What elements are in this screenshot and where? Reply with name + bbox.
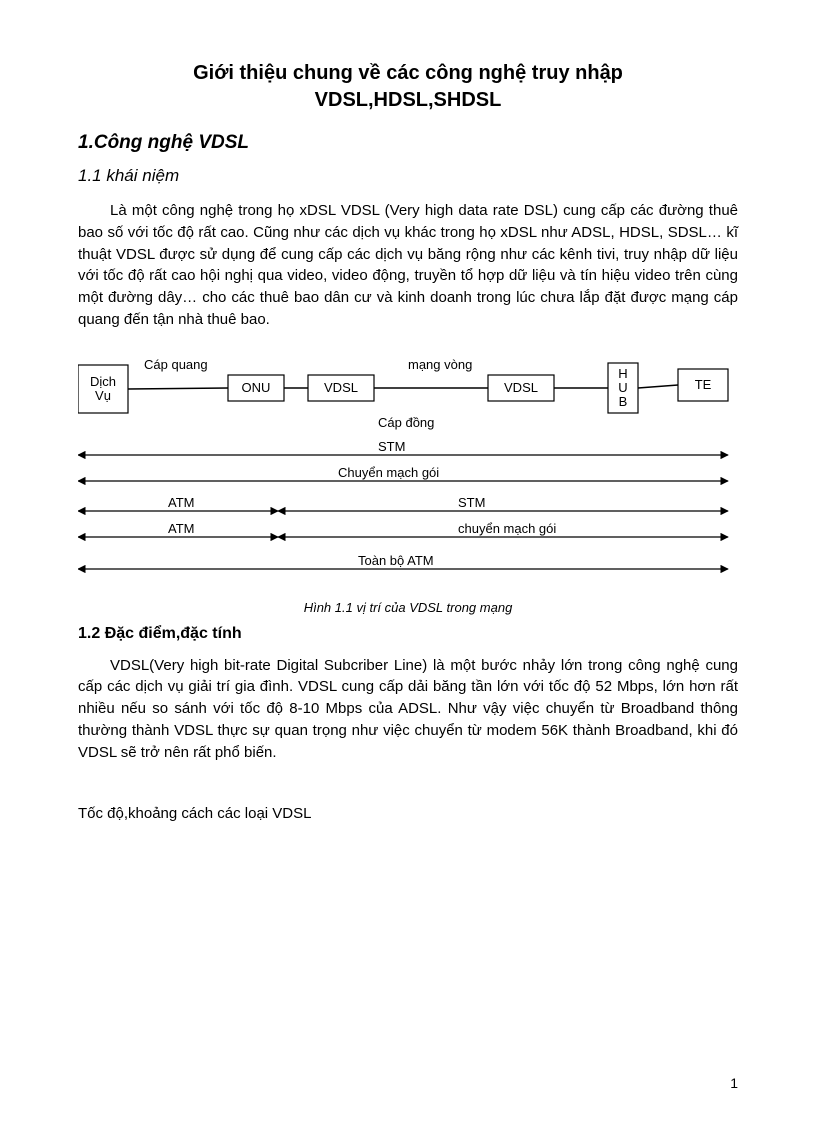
- svg-text:ONU: ONU: [242, 380, 271, 395]
- svg-text:U: U: [618, 380, 627, 395]
- svg-text:mạng vòng: mạng vòng: [408, 357, 472, 372]
- paragraph-3: Tốc độ,khoảng cách các loại VDSL: [78, 803, 738, 825]
- svg-text:B: B: [619, 394, 628, 409]
- title-line-1: Giới thiệu chung về các công nghệ truy n…: [193, 62, 623, 84]
- vdsl-network-diagram: DịchVụ ONU VDSL VDSL HUB TE Cáp quang mạng vòng…: [78, 355, 738, 592]
- svg-text:STM: STM: [378, 439, 405, 454]
- svg-text:Cáp quang: Cáp quang: [144, 357, 208, 372]
- svg-text:Dịch: Dịch: [90, 374, 116, 389]
- paragraph-1: Là một công nghệ trong họ xDSL VDSL (Ver…: [78, 200, 738, 331]
- section-1-2-heading: 1.2 Đặc điểm,đặc tính: [78, 625, 738, 643]
- svg-text:Toàn bộ ATM: Toàn bộ ATM: [358, 553, 434, 568]
- document-title: Giới thiệu chung về các công nghệ truy n…: [78, 60, 738, 114]
- page-number: 1: [730, 1075, 738, 1091]
- svg-text:Cáp đồng: Cáp đồng: [378, 415, 434, 430]
- svg-text:TE: TE: [695, 377, 712, 392]
- title-line-2: VDSL,HDSL,SHDSL: [315, 89, 502, 111]
- svg-text:Chuyển mạch gói: Chuyển mạch gói: [338, 465, 439, 480]
- figure-caption: Hình 1.1 vị trí của VDSL trong mạng: [78, 600, 738, 615]
- svg-text:ATM: ATM: [168, 495, 194, 510]
- svg-text:Vụ: Vụ: [95, 388, 111, 403]
- svg-text:VDSL: VDSL: [324, 380, 358, 395]
- svg-text:VDSL: VDSL: [504, 380, 538, 395]
- paragraph-2: VDSL(Very high bit-rate Digital Subcribe…: [78, 655, 738, 764]
- svg-text:H: H: [618, 366, 627, 381]
- section-1-heading: 1.Công nghệ VDSL: [78, 132, 738, 154]
- section-1-1-heading: 1.1 khái niệm: [78, 166, 738, 186]
- svg-text:ATM: ATM: [168, 521, 194, 536]
- svg-text:STM: STM: [458, 495, 485, 510]
- svg-text:chuyển mạch gói: chuyển mạch gói: [458, 521, 556, 536]
